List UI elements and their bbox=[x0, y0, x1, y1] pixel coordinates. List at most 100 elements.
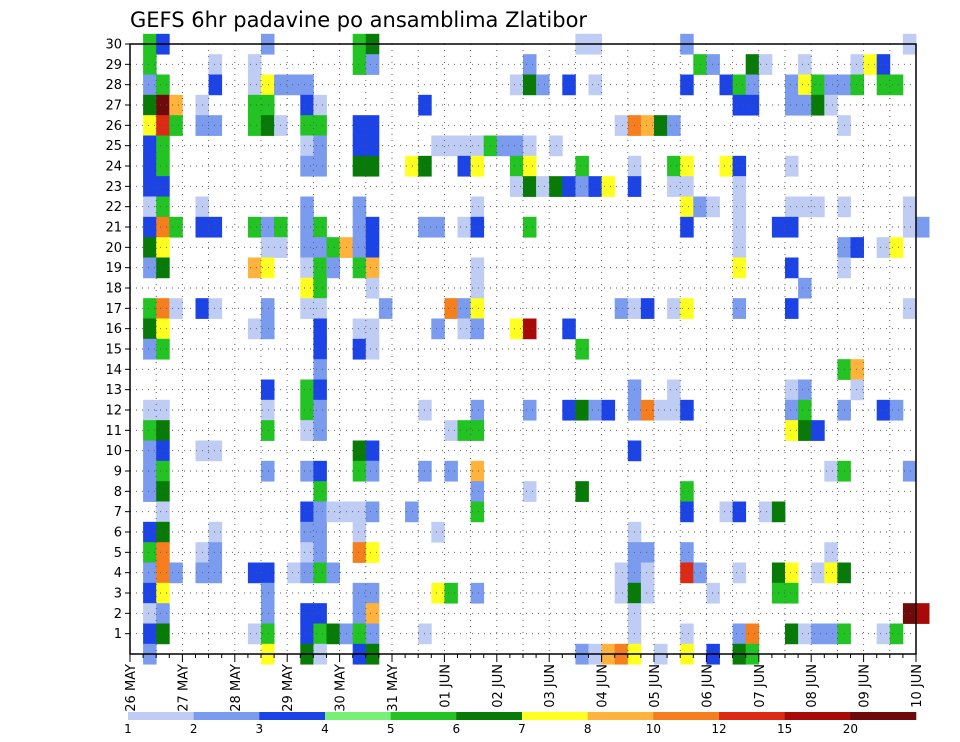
heatmap-cell bbox=[300, 623, 314, 645]
heatmap-cell bbox=[300, 196, 314, 218]
heatmap-cell bbox=[785, 420, 799, 441]
heatmap-cell bbox=[470, 155, 485, 177]
heatmap-cell bbox=[680, 542, 694, 563]
heatmap-cell bbox=[470, 582, 485, 604]
heatmap-cell bbox=[352, 460, 367, 482]
x-tick-label: 05 JUN bbox=[648, 664, 663, 708]
heatmap-cell bbox=[457, 155, 471, 177]
heatmap-cell bbox=[431, 521, 445, 543]
y-tick-label: 5 bbox=[114, 546, 122, 561]
heatmap-cell bbox=[300, 603, 314, 624]
heatmap-cell bbox=[732, 257, 747, 279]
heatmap-cell bbox=[444, 582, 458, 604]
y-tick-label: 20 bbox=[105, 241, 122, 256]
heatmap-cell bbox=[706, 582, 720, 604]
heatmap-cell bbox=[719, 74, 733, 96]
heatmap-cell bbox=[156, 196, 170, 218]
x-tick-label: 08 JUN bbox=[805, 664, 820, 708]
heatmap-cell bbox=[680, 216, 694, 238]
heatmap-cell bbox=[785, 155, 799, 177]
chart-title: GEFS 6hr padavine po ansamblima Zlatibor bbox=[130, 8, 587, 32]
heatmap-cell bbox=[313, 399, 327, 421]
heatmap-cell bbox=[444, 135, 458, 157]
heatmap-cell bbox=[470, 257, 485, 279]
heatmap-cell bbox=[365, 115, 380, 136]
heatmap-cell bbox=[313, 623, 327, 645]
heatmap-cell bbox=[247, 257, 262, 279]
heatmap-cell bbox=[156, 155, 170, 177]
heatmap-cell bbox=[798, 54, 812, 75]
heatmap-cell bbox=[143, 94, 157, 116]
y-tick-label: 13 bbox=[105, 383, 122, 398]
heatmap-cell bbox=[588, 74, 602, 96]
heatmap-cell bbox=[156, 257, 170, 279]
heatmap-cell bbox=[313, 298, 327, 319]
heatmap-cell bbox=[208, 298, 223, 319]
heatmap-cell bbox=[300, 237, 314, 258]
heatmap-cell bbox=[156, 562, 170, 584]
x-tick-label: 03 JUN bbox=[543, 664, 558, 708]
heatmap-cell bbox=[156, 420, 170, 441]
heatmap-cell bbox=[798, 623, 812, 645]
heatmap-cell bbox=[156, 338, 170, 360]
heatmap-cell bbox=[614, 298, 629, 319]
heatmap-cell bbox=[261, 379, 275, 401]
heatmap-cell bbox=[169, 216, 183, 238]
heatmap-cell bbox=[732, 623, 747, 645]
heatmap-cell bbox=[706, 196, 720, 218]
heatmap-cell bbox=[300, 521, 314, 543]
heatmap-cell bbox=[850, 359, 864, 380]
heatmap-cell bbox=[509, 176, 524, 197]
heatmap-cell bbox=[798, 277, 812, 299]
heatmap-cell bbox=[143, 237, 157, 258]
heatmap-cell bbox=[143, 54, 157, 75]
heatmap-cell bbox=[732, 155, 747, 177]
heatmap-cell bbox=[758, 54, 773, 75]
heatmap-cell bbox=[732, 216, 747, 238]
heatmap-cell bbox=[509, 135, 524, 157]
heatmap-cell bbox=[889, 237, 904, 258]
heatmap-cell bbox=[247, 623, 262, 645]
colorbar-swatch bbox=[128, 712, 194, 720]
y-tick-label: 22 bbox=[105, 200, 122, 215]
heatmap-cell bbox=[300, 399, 314, 421]
heatmap-cell bbox=[824, 562, 838, 584]
heatmap-cell bbox=[470, 298, 485, 319]
heatmap-cell bbox=[313, 420, 327, 441]
heatmap-cell bbox=[850, 379, 864, 401]
heatmap-cell bbox=[405, 155, 419, 177]
heatmap-cell bbox=[850, 74, 864, 96]
heatmap-cell bbox=[824, 74, 838, 96]
heatmap-cell bbox=[156, 135, 170, 157]
x-tick-label: 06 JUN bbox=[700, 664, 715, 708]
heatmap-cell bbox=[575, 338, 589, 360]
heatmap-cell bbox=[902, 460, 917, 482]
heatmap-cell bbox=[824, 460, 838, 482]
y-tick-label: 21 bbox=[105, 221, 122, 236]
heatmap-cell bbox=[261, 562, 275, 584]
heatmap-cell bbox=[798, 399, 812, 421]
heatmap-cell bbox=[470, 216, 485, 238]
y-tick-label: 26 bbox=[105, 119, 122, 134]
heatmap-cell bbox=[811, 74, 825, 96]
heatmap-cell bbox=[785, 74, 799, 96]
y-tick-label: 10 bbox=[105, 444, 122, 459]
heatmap-cell bbox=[811, 196, 825, 218]
heatmap-cell bbox=[549, 176, 563, 197]
heatmap-cell bbox=[326, 501, 340, 523]
heatmap-cell bbox=[601, 399, 616, 421]
colorbar-label: 12 bbox=[711, 722, 726, 736]
heatmap-cell bbox=[313, 135, 327, 157]
y-tick-label: 2 bbox=[114, 607, 122, 622]
heatmap-cell bbox=[261, 582, 275, 604]
heatmap-cell bbox=[876, 54, 891, 75]
heatmap-cell bbox=[732, 562, 747, 584]
heatmap-cell bbox=[457, 420, 471, 441]
colorbar-swatch bbox=[850, 712, 917, 720]
heatmap-cell bbox=[824, 542, 838, 563]
heatmap-cell bbox=[536, 74, 550, 96]
heatmap-cell bbox=[785, 298, 799, 319]
heatmap-cell bbox=[300, 257, 314, 279]
heatmap-cell bbox=[300, 420, 314, 441]
heatmap-cell bbox=[640, 298, 655, 319]
